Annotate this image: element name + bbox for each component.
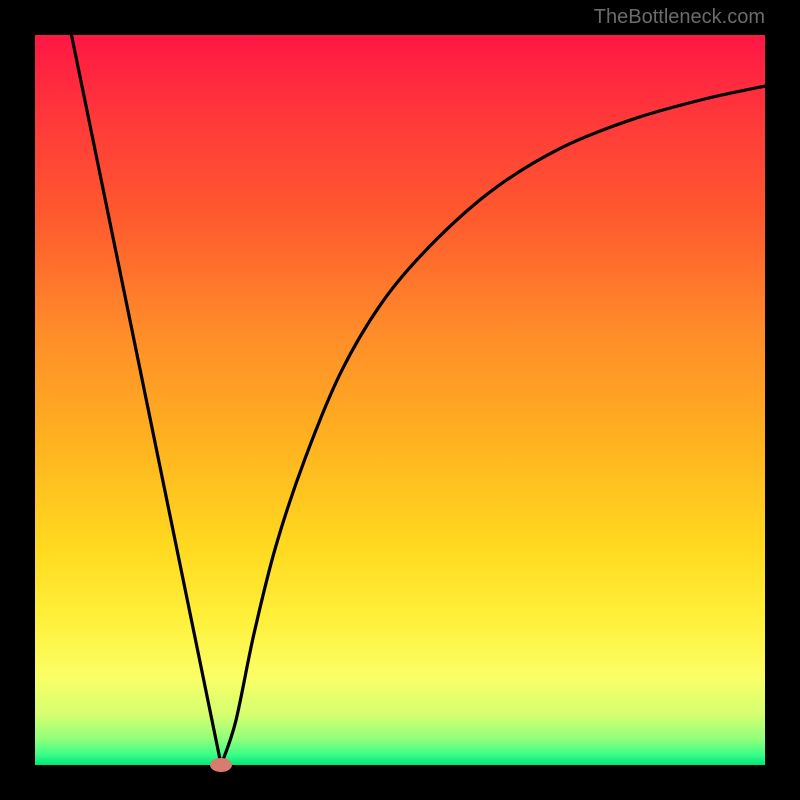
chart-container: TheBottleneck.com (0, 0, 800, 800)
curve-layer (35, 35, 765, 765)
optimal-marker (210, 758, 232, 772)
watermark-label: TheBottleneck.com (594, 6, 765, 29)
plot-area (35, 35, 765, 765)
bottleneck-curve (72, 35, 766, 765)
